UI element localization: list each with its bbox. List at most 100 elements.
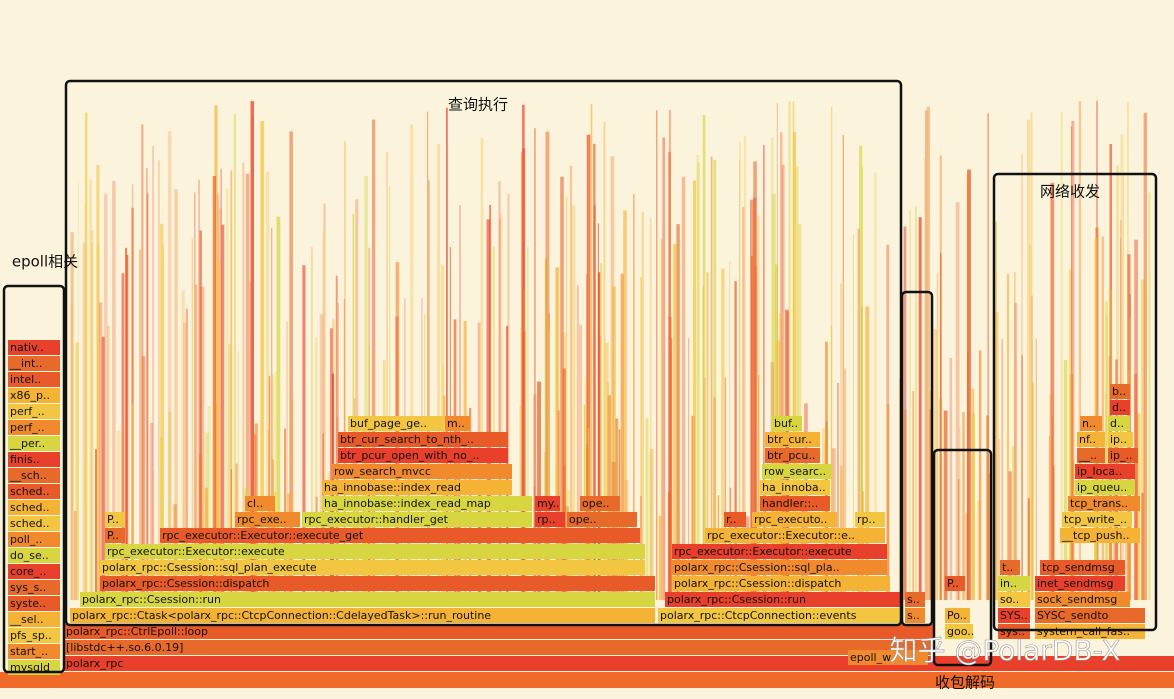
spike xyxy=(1116,165,1119,600)
spike xyxy=(437,144,441,600)
frame: nativ.. xyxy=(8,340,60,355)
spike xyxy=(949,358,953,600)
spike xyxy=(959,426,961,600)
frame: btr_pcur_open_with_no_.. xyxy=(338,448,508,463)
spike xyxy=(739,141,741,601)
frame: poll_.. xyxy=(8,532,60,547)
frame-label: rpc_executor::Executor::execute xyxy=(107,545,285,558)
spike xyxy=(842,134,844,600)
frame-label: tcp_trans.. xyxy=(1070,497,1128,510)
spike xyxy=(612,286,616,600)
frame: __tcp_push.. xyxy=(1060,528,1140,543)
spike xyxy=(560,176,564,600)
frame-bar xyxy=(672,576,890,591)
frame-bar xyxy=(998,624,1030,639)
spike xyxy=(603,121,606,601)
spike xyxy=(146,167,148,601)
frame-bar xyxy=(672,544,887,559)
spike xyxy=(286,321,288,600)
frame-label: tcp_write_.. xyxy=(1064,513,1127,526)
spike xyxy=(103,193,108,600)
spike xyxy=(1029,244,1032,600)
frame-bar xyxy=(8,484,60,499)
frame-bar xyxy=(535,512,565,527)
spike xyxy=(681,176,686,600)
frame-label: __sch.. xyxy=(9,469,47,482)
spike xyxy=(364,175,368,601)
frame-label: perf_.. xyxy=(10,421,45,434)
frame-label: in.. xyxy=(1000,577,1017,590)
spike xyxy=(597,223,599,601)
frame-label: polarx_rpc::Csession::sql_plan_execute xyxy=(102,561,317,574)
frame: SYSC_sendto xyxy=(1035,608,1145,623)
spike xyxy=(977,500,980,600)
spike xyxy=(1027,498,1030,600)
spike xyxy=(1021,355,1023,600)
frame: rpc_executo.. xyxy=(752,512,837,527)
frame: ha_innobase::index_read xyxy=(322,480,512,495)
frame-bar xyxy=(945,608,970,623)
spike xyxy=(220,168,222,600)
frame: __.. xyxy=(1077,448,1105,463)
frame-label: btr_cur_search_to_nth_.. xyxy=(340,433,474,446)
frame-label: polarx_rpc xyxy=(66,657,123,670)
frame-bar xyxy=(1062,512,1132,527)
spike xyxy=(962,412,965,600)
spike xyxy=(125,247,128,601)
frame-bar xyxy=(765,448,820,463)
spike xyxy=(355,199,359,600)
spike xyxy=(249,282,252,600)
spike xyxy=(1050,182,1055,601)
spike xyxy=(555,267,559,600)
frame: btr_pcu.. xyxy=(765,448,820,463)
frame: polarx_rpc::CtcpConnection::events xyxy=(658,608,903,623)
frame-label: rpc_executor::handler_get xyxy=(304,513,449,526)
frame-bar xyxy=(70,608,655,623)
spike xyxy=(987,113,989,600)
spike xyxy=(486,219,490,600)
frame-bar xyxy=(580,496,620,511)
spike xyxy=(1052,465,1055,600)
frame-label: __sel.. xyxy=(9,613,44,626)
frame-label: n.. xyxy=(1082,417,1096,430)
frame-label: s.. xyxy=(907,593,920,606)
frame: row_searc.. xyxy=(762,464,832,479)
spike xyxy=(721,268,725,600)
frame-bar xyxy=(8,388,60,403)
root-frame xyxy=(0,672,1174,688)
spike xyxy=(1120,134,1124,601)
spike xyxy=(1021,154,1023,601)
spike xyxy=(85,112,88,600)
frame-label: sys_s.. xyxy=(10,581,46,594)
frame: m.. xyxy=(445,416,470,431)
frame-label: __int.. xyxy=(9,357,42,370)
spike xyxy=(274,372,277,600)
spike xyxy=(70,304,73,600)
spike xyxy=(245,173,250,600)
spike xyxy=(388,519,389,600)
frame-bar xyxy=(302,512,532,527)
frame: core_.. xyxy=(8,564,60,579)
spike xyxy=(237,351,240,600)
spike xyxy=(537,381,541,600)
spike xyxy=(89,179,92,600)
spike xyxy=(181,290,185,600)
frame: nf.. xyxy=(1077,432,1105,447)
spike xyxy=(131,403,134,600)
spike xyxy=(185,308,188,600)
frame-bar xyxy=(705,528,885,543)
spike xyxy=(926,106,930,600)
frame-bar xyxy=(1035,576,1125,591)
frame-label: handler::.. xyxy=(762,497,818,510)
frame: __sel.. xyxy=(8,612,60,627)
spike xyxy=(662,137,666,600)
spike xyxy=(780,132,783,600)
spike xyxy=(131,184,134,601)
frame-label: rpc_executor::Executor::execute_get xyxy=(162,529,364,542)
spike xyxy=(713,397,716,600)
frame-label: d.. xyxy=(1110,417,1124,430)
spike xyxy=(696,155,699,600)
frame: perf_.. xyxy=(8,420,60,435)
frame-label: [libstdc++.so.6.0.19] xyxy=(66,641,183,654)
frame: b.. xyxy=(1110,384,1130,399)
